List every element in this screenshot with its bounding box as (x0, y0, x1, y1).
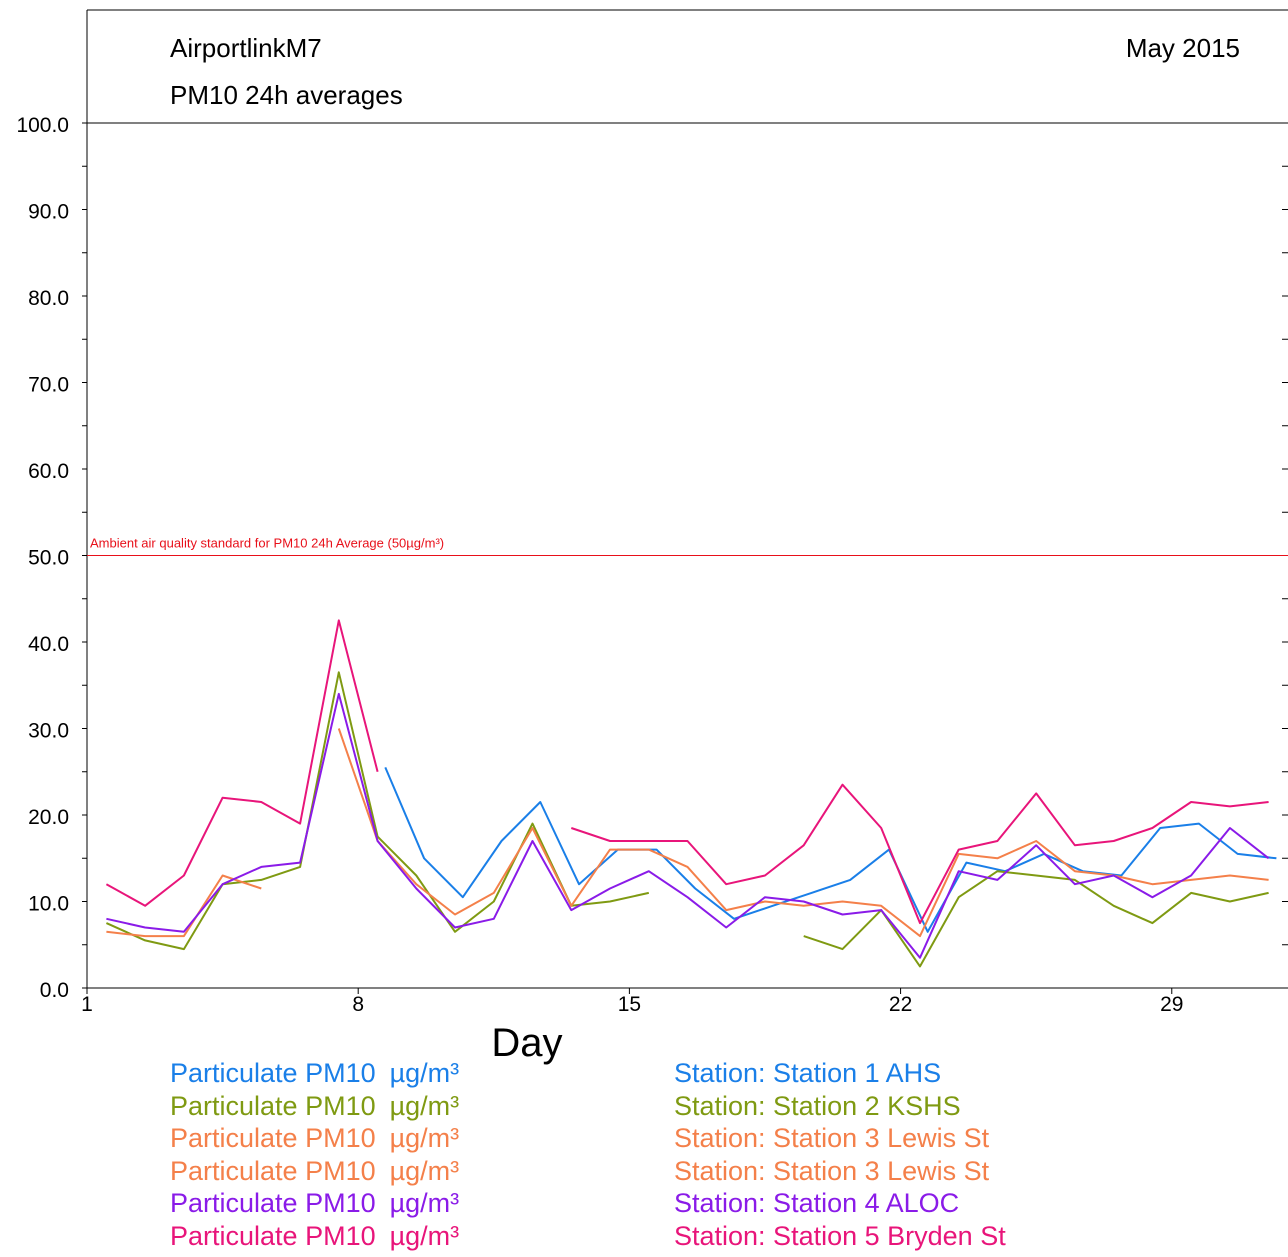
legend-stations: Station: Station 1 AHS Station: Station 2… (674, 1057, 1006, 1252)
y-tick-label: 100.0 (16, 114, 69, 137)
chart-period: May 2015 (1126, 33, 1240, 63)
legend-parameter-entry: Particulate PM10 µg/m³ (170, 1090, 459, 1123)
legend-parameter-entry: Particulate PM10 µg/m³ (170, 1187, 459, 1220)
series-line (384, 767, 1277, 933)
y-tick-label: 90.0 (28, 201, 69, 224)
legend-parameter-entry: Particulate PM10 µg/m³ (170, 1220, 459, 1253)
reference-line-group: Ambient air quality standard for PM10 24… (87, 536, 1288, 556)
series-line (105, 619, 1269, 925)
legend-station-entry: Station: Station 3 Lewis St (674, 1123, 990, 1153)
legend-parameter-entry: Particulate PM10 µg/m³ (170, 1057, 459, 1090)
legend-parameter-entry: Particulate PM10 µg/m³ (170, 1155, 459, 1188)
legend-station-entry: Station: Station 5 Bryden St (674, 1220, 1006, 1251)
series-segment (384, 767, 1277, 933)
series-segment (105, 619, 379, 907)
y-tick-label: 50.0 (28, 547, 69, 570)
x-tick-label: 22 (889, 993, 912, 1016)
y-tick-label: 70.0 (28, 374, 69, 397)
legend-parameter-name: Particulate PM10 (170, 1123, 376, 1153)
legend-station-entry: Station: Station 1 AHS (674, 1058, 942, 1088)
legend-station-entry: Station: Station 4 ALOC (674, 1188, 960, 1218)
y-tick-label: 10.0 (28, 893, 69, 916)
legend-unit: µg/m³ (389, 1220, 460, 1251)
standard-threshold-label: Ambient air quality standard for PM10 24… (90, 536, 444, 551)
legend-parameter-name: Particulate PM10 (170, 1155, 376, 1186)
chart-subtitle: PM10 24h averages (170, 80, 403, 110)
legend-station-entry: Station: Station 3 Lewis St (674, 1155, 990, 1186)
legend-parameter-entry: Particulate PM10 µg/m³ (170, 1122, 459, 1155)
legend-station-entry: Station: Station 2 KSHS (674, 1090, 961, 1121)
x-tick-label: 8 (352, 993, 364, 1016)
y-tick-label: 30.0 (28, 720, 69, 743)
y-tick-label: 20.0 (28, 806, 69, 829)
series-segment (570, 783, 1269, 925)
series-segment (106, 874, 262, 938)
chart-title: AirportlinkM7 (170, 33, 322, 63)
x-tick-label: 1 (81, 993, 93, 1016)
series-line (106, 874, 262, 938)
legend-parameter-name: Particulate PM10 (170, 1220, 376, 1251)
x-tick-label: 15 (618, 993, 641, 1016)
series-group (105, 619, 1277, 968)
series-segment (106, 692, 1270, 959)
legend-unit: µg/m³ (389, 1090, 460, 1121)
y-tick-label: 60.0 (28, 460, 69, 483)
legend-parameter-name: Particulate PM10 (170, 1090, 376, 1121)
x-axis-label: Day (491, 1021, 562, 1065)
x-axis: 1 8 15 22 29 (81, 988, 1183, 1016)
legend-unit: µg/m³ (389, 1155, 460, 1186)
legend-unit: µg/m³ (389, 1123, 460, 1153)
y-tick-label: 40.0 (28, 633, 69, 656)
legend-parameter-name: Particulate PM10 (170, 1058, 376, 1088)
y-axis: 0.0 10.0 20.0 30.0 40.0 50.0 60.0 70.0 80.0 90.0 1… (16, 114, 1288, 1002)
chart-frame (86, 9, 1288, 989)
legend-parameters: Particulate PM10 µg/m³ Particulate PM10 µg/… (170, 1057, 459, 1252)
legend-parameter-name: Particulate PM10 (170, 1188, 376, 1218)
legend-unit: µg/m³ (389, 1058, 460, 1088)
y-tick-label: 0.0 (40, 979, 69, 1002)
legend-unit: µg/m³ (389, 1188, 460, 1218)
x-tick-label: 29 (1160, 993, 1183, 1016)
y-tick-label: 80.0 (28, 287, 69, 310)
series-line (106, 692, 1270, 959)
